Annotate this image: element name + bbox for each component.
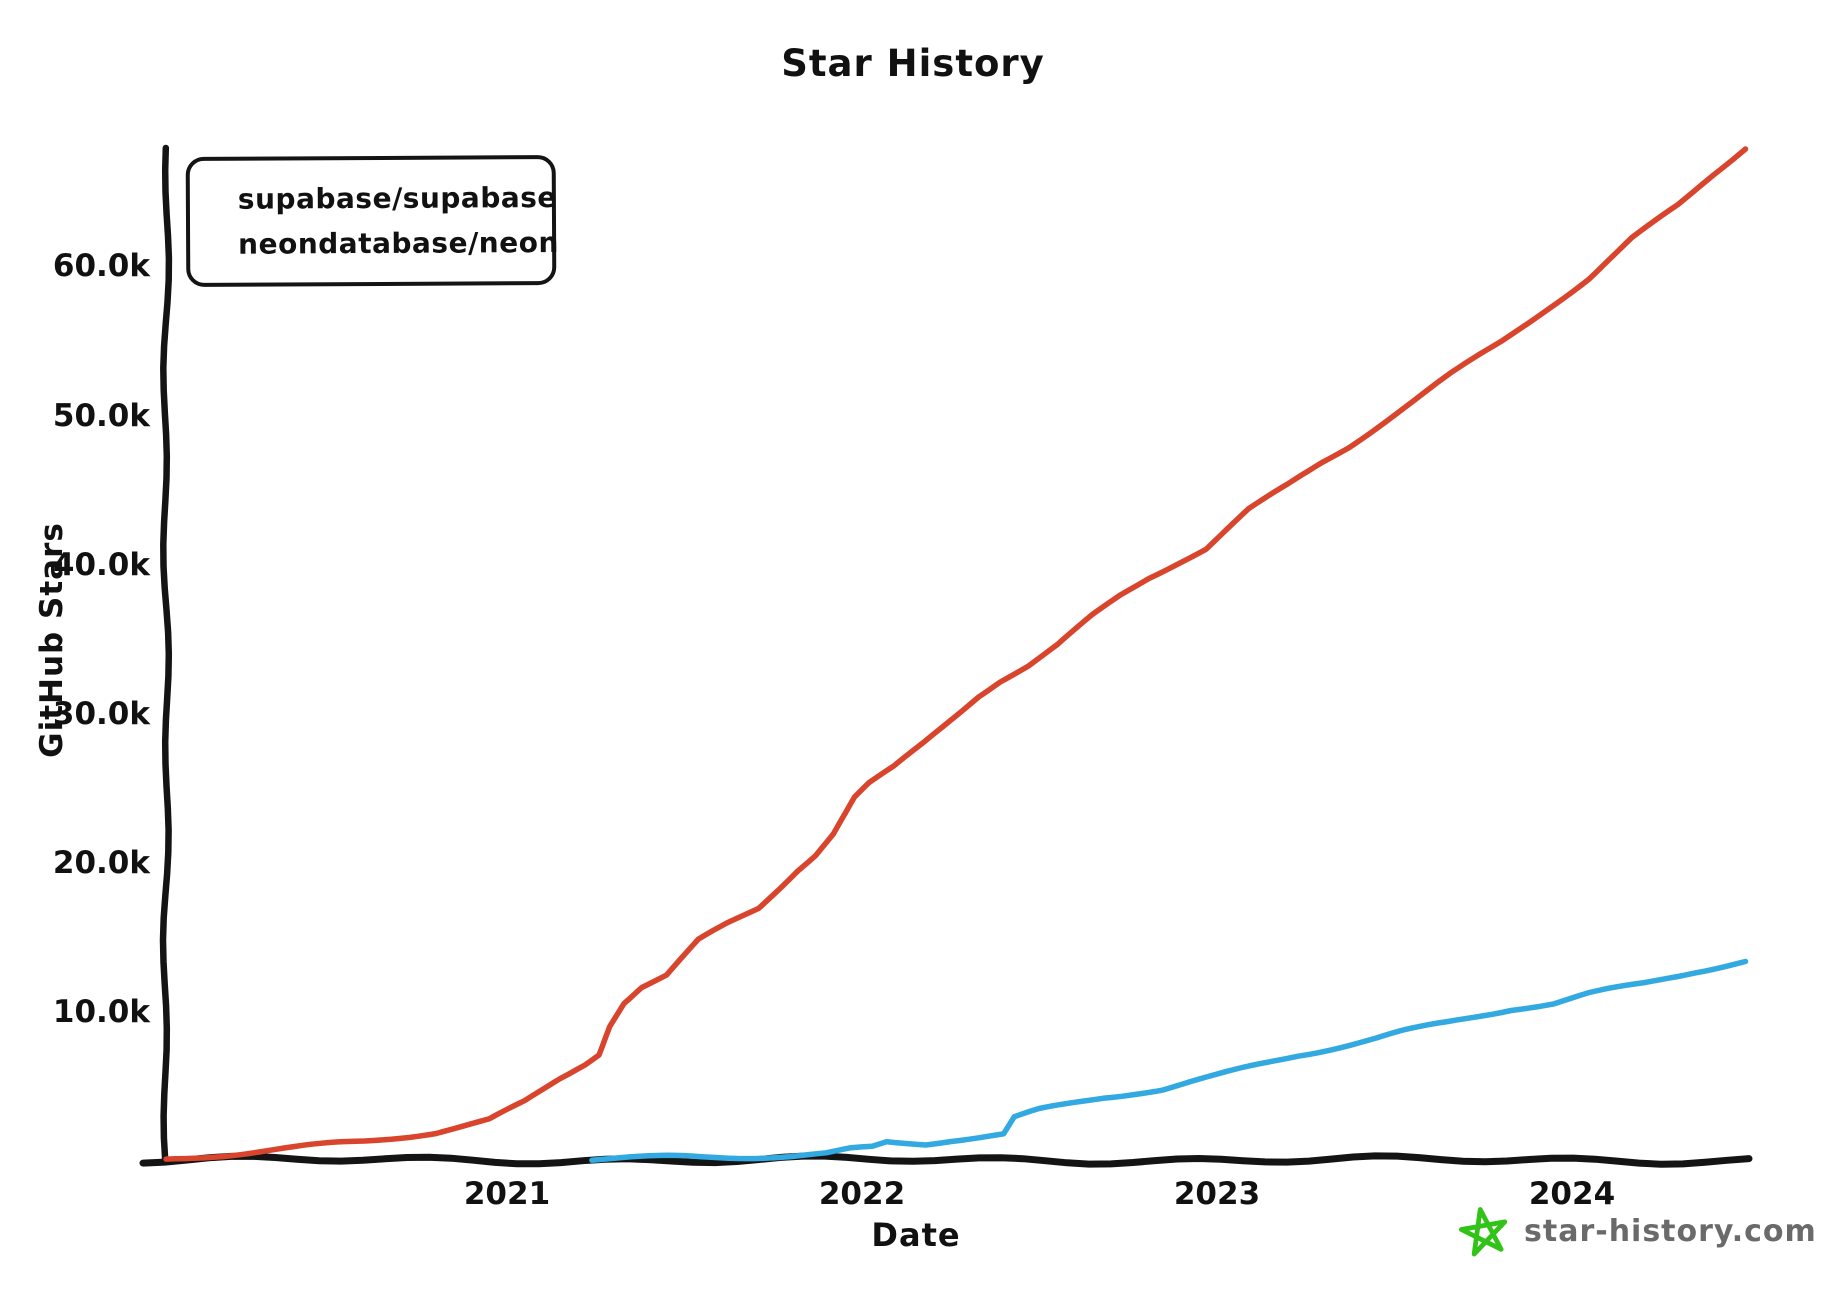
- x-tick-label: 2021: [463, 1176, 551, 1212]
- x-tick-label: 2022: [818, 1176, 906, 1212]
- series-line-neon: [589, 958, 1749, 1164]
- y-tick-label: 20.0k: [52, 845, 150, 881]
- watermark-text: star-history.com: [1524, 1213, 1817, 1249]
- series-line-supabase: [163, 146, 1749, 1162]
- legend-item: supabase/supabase: [212, 181, 557, 216]
- x-axis-line: [139, 1152, 1753, 1168]
- legend: supabase/supabase neondatabase/neon: [185, 155, 559, 287]
- x-axis-title: Date: [871, 1216, 961, 1254]
- y-tick-label: 60.0k: [52, 248, 150, 284]
- legend-item-label: supabase/supabase: [237, 181, 557, 216]
- chart-title: Star History: [781, 42, 1045, 85]
- y-tick-label: 50.0k: [52, 398, 150, 434]
- x-tick-label: 2023: [1173, 1176, 1261, 1212]
- legend-item: neondatabase/neon: [212, 226, 559, 261]
- y-tick-label: 40.0k: [52, 547, 150, 583]
- y-tick-label: 10.0k: [52, 994, 150, 1030]
- star-icon: [1458, 1207, 1508, 1257]
- x-tick-label: 2024: [1528, 1176, 1616, 1212]
- legend-item-label: neondatabase/neon: [238, 226, 559, 261]
- y-axis-line: [159, 144, 173, 1164]
- y-tick-label: 30.0k: [52, 696, 150, 732]
- watermark: star-history.com: [1458, 1205, 1817, 1257]
